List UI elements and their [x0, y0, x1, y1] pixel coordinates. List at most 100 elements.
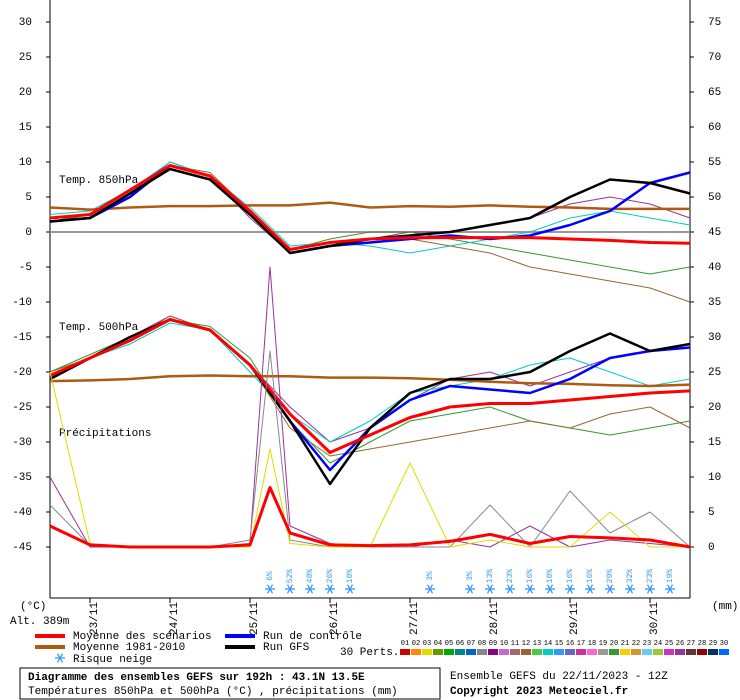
- snow-label: 23%: [646, 569, 655, 584]
- snow-label: 10%: [546, 569, 555, 584]
- pert-label: 10: [500, 640, 508, 648]
- snow-stroke: [586, 584, 594, 594]
- y-tick-label: 30: [19, 17, 32, 29]
- pert-swatch: [466, 649, 476, 655]
- snow-stroke: [546, 584, 554, 594]
- series-line: [49, 486, 691, 549]
- pert-label: 29: [709, 640, 717, 648]
- legend-label: Run GFS: [263, 642, 310, 654]
- snow-icon: [505, 584, 515, 594]
- y2-tick-label: 75: [708, 17, 721, 29]
- pert-swatch: [554, 649, 564, 655]
- pert-swatch: [697, 649, 707, 655]
- pert-swatch: [411, 649, 421, 655]
- copyright: Copyright 2023 Meteociel.fr: [450, 686, 628, 698]
- y2-tick-label: 40: [708, 262, 721, 274]
- x-tick-label: 25/11: [249, 602, 261, 635]
- snow-stroke: [346, 584, 354, 594]
- snow-label: 48%: [306, 569, 315, 584]
- snow-icon: [265, 584, 275, 594]
- pert-label: 14: [544, 640, 552, 648]
- y2-tick-label: 30: [708, 332, 721, 344]
- x-tick-label: 24/11: [169, 602, 181, 635]
- series-line: [49, 318, 691, 454]
- snow-stroke: [466, 584, 474, 594]
- series-line: [49, 266, 691, 548]
- pert-swatch: [620, 649, 630, 655]
- snow-icon: [285, 584, 295, 594]
- legend-label: Run de contrôle: [263, 631, 362, 643]
- y-tick-label: -25: [12, 402, 32, 414]
- pert-label: 30: [720, 640, 728, 648]
- y2-tick-label: 25: [708, 367, 721, 379]
- pert-label: 15: [555, 640, 563, 648]
- snow-stroke: [646, 584, 654, 594]
- pert-label: 25: [665, 640, 673, 648]
- snow-label: 10%: [346, 569, 355, 584]
- snow-label: 13%: [486, 569, 495, 584]
- pert-label: 20: [610, 640, 618, 648]
- pert-swatch: [598, 649, 608, 655]
- pert-swatch: [642, 649, 652, 655]
- panel-label: Temp. 850hPa: [59, 175, 139, 187]
- pert-swatch: [532, 649, 542, 655]
- y-tick-label: 20: [19, 87, 32, 99]
- y2-tick-label: 65: [708, 87, 721, 99]
- y-tick-label: 0: [25, 227, 32, 239]
- pert-swatch: [576, 649, 586, 655]
- y2-tick-label: 0: [708, 542, 715, 554]
- snow-icon: [345, 584, 355, 594]
- pert-label: 01: [401, 640, 409, 648]
- snow-label: 3%: [426, 571, 435, 581]
- snow-label: 29%: [606, 569, 615, 584]
- pert-label: 18: [588, 640, 596, 648]
- legend-label: Risque neige: [73, 654, 152, 666]
- snow-stroke: [286, 584, 294, 594]
- x-tick-label: 30/11: [649, 602, 661, 635]
- y-tick-label: 10: [19, 157, 32, 169]
- x-tick-label: 28/11: [489, 602, 501, 635]
- pert-label: 04: [434, 640, 442, 648]
- series-line: [49, 201, 690, 211]
- snow-stroke: [426, 584, 434, 594]
- y-tick-label: 25: [19, 52, 32, 64]
- snow-label: 16%: [566, 569, 575, 584]
- chart-title: Diagramme des ensembles GEFS sur 192h : …: [28, 672, 365, 684]
- y2-tick-label: 15: [708, 437, 721, 449]
- y2-unit: (mm): [712, 601, 738, 613]
- y2-tick-label: 5: [708, 507, 715, 519]
- y2-tick-label: 20: [708, 402, 721, 414]
- pert-label: 06: [456, 640, 464, 648]
- snow-icon: [485, 584, 495, 594]
- snow-label: 52%: [286, 569, 295, 584]
- pert-label: 21: [621, 640, 629, 648]
- y2-tick-label: 55: [708, 157, 721, 169]
- snow-stroke: [526, 584, 534, 594]
- pert-swatch: [433, 649, 443, 655]
- y2-tick-label: 50: [708, 192, 721, 204]
- y2-tick-label: 70: [708, 52, 721, 64]
- y-tick-label: -10: [12, 297, 32, 309]
- pert-label: 22: [632, 640, 640, 648]
- snow-icon: [605, 584, 615, 594]
- pert-label: 19: [599, 640, 607, 648]
- x-tick-label: 23/11: [89, 602, 101, 635]
- snow-label: 3%: [466, 571, 475, 581]
- snow-label: 26%: [326, 569, 335, 584]
- pert-label: 23: [643, 640, 651, 648]
- legend-label: Moyenne des scénarios: [73, 631, 212, 643]
- series-line: [49, 164, 691, 251]
- pert-label: 12: [522, 640, 530, 648]
- pert-swatch: [686, 649, 696, 655]
- pert-label: 26: [676, 640, 684, 648]
- y-tick-label: 5: [25, 192, 32, 204]
- panel-label: Temp. 500hPa: [59, 322, 139, 334]
- pert-swatch: [488, 649, 498, 655]
- y2-tick-label: 35: [708, 297, 721, 309]
- y2-tick-label: 10: [708, 472, 721, 484]
- y2-tick-label: 45: [708, 227, 721, 239]
- snow-stroke: [506, 584, 514, 594]
- snow-stroke: [56, 653, 64, 663]
- pert-swatch: [400, 649, 410, 655]
